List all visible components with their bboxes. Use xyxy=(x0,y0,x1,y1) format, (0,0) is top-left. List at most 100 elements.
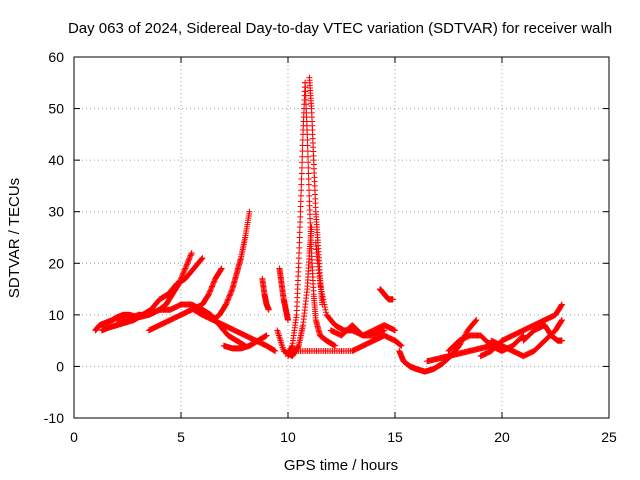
data-point xyxy=(218,266,225,273)
series-arc-4 xyxy=(145,265,225,334)
data-point xyxy=(295,343,302,350)
data-point xyxy=(297,213,304,220)
data-point xyxy=(285,317,291,324)
data-point xyxy=(306,187,313,194)
y-axis-label: SDTVAR / TECUs xyxy=(6,178,23,298)
series-arc-18 xyxy=(396,317,480,375)
data-point xyxy=(295,260,302,267)
data-point xyxy=(298,170,305,177)
data-point xyxy=(296,249,303,256)
data-point xyxy=(298,181,305,188)
data-point xyxy=(318,288,325,295)
data-point xyxy=(227,289,234,296)
data-point xyxy=(185,257,192,264)
data-point xyxy=(186,255,193,262)
data-point xyxy=(299,153,306,160)
data-point xyxy=(295,255,302,262)
data-point xyxy=(520,332,527,339)
data-point xyxy=(298,187,305,194)
data-point xyxy=(296,229,303,236)
data-point xyxy=(305,159,312,166)
data-point xyxy=(206,289,213,296)
data-point xyxy=(272,347,279,354)
data-point xyxy=(226,293,233,300)
y-tick-label: 60 xyxy=(48,49,64,65)
data-point xyxy=(183,261,190,268)
x-tick-label: 15 xyxy=(387,429,403,445)
data-point xyxy=(296,234,303,241)
series-arc-8 xyxy=(259,275,272,313)
data-point xyxy=(472,317,479,324)
data-point xyxy=(321,304,328,311)
data-point xyxy=(218,265,225,272)
x-tick-label: 0 xyxy=(70,429,78,445)
data-point xyxy=(298,176,305,183)
data-point xyxy=(322,309,329,316)
data-point xyxy=(304,148,311,155)
x-tick-label: 20 xyxy=(494,429,510,445)
data-point xyxy=(297,208,304,215)
series-arc-14 xyxy=(312,239,388,339)
y-tick-label: 10 xyxy=(48,307,64,323)
y-tick-label: -10 xyxy=(44,410,64,426)
data-point xyxy=(296,224,303,231)
data-point xyxy=(305,176,312,183)
data-point xyxy=(182,265,189,272)
data-point xyxy=(184,258,191,265)
data-point xyxy=(305,170,312,177)
data-point xyxy=(297,203,304,210)
data-point xyxy=(319,293,326,300)
data-point xyxy=(222,301,229,308)
data-point xyxy=(207,287,214,294)
data-point xyxy=(317,283,324,290)
data-point xyxy=(188,251,195,258)
data-point xyxy=(304,153,311,160)
data-point xyxy=(228,287,235,294)
data-point xyxy=(210,280,217,287)
series-arc-17 xyxy=(377,286,396,303)
y-tick-label: 50 xyxy=(48,101,64,117)
data-point xyxy=(224,298,231,305)
data-point xyxy=(389,296,396,303)
series-arc-5 xyxy=(210,208,253,324)
series-arc-15 xyxy=(285,332,405,354)
series-arc-7 xyxy=(220,332,270,352)
series-arc-9 xyxy=(276,265,291,324)
data-point xyxy=(183,262,190,269)
y-tick-label: 20 xyxy=(48,255,64,271)
data-point xyxy=(558,317,565,324)
data-point xyxy=(321,301,328,308)
data-point xyxy=(206,288,213,295)
data-point xyxy=(182,264,189,271)
y-tick-label: 40 xyxy=(48,152,64,168)
x-tick-label: 10 xyxy=(280,429,296,445)
data-point xyxy=(318,286,325,293)
data-point xyxy=(180,270,187,277)
data-point xyxy=(223,300,230,307)
data-point xyxy=(205,291,212,298)
data-point xyxy=(246,208,253,215)
series-arc-20 xyxy=(445,332,527,354)
data-point xyxy=(180,269,187,276)
data-point xyxy=(317,280,324,287)
data-point xyxy=(558,337,565,344)
data-point xyxy=(456,342,463,349)
data-point xyxy=(225,296,232,303)
data-point xyxy=(226,292,233,299)
data-point xyxy=(473,317,480,324)
data-point xyxy=(181,266,188,273)
data-point xyxy=(332,342,339,349)
data-point xyxy=(179,271,186,278)
series-arc-1 xyxy=(92,249,195,334)
data-point xyxy=(297,219,304,226)
data-point xyxy=(392,327,398,334)
data-points xyxy=(92,74,565,375)
series-arc-16 xyxy=(327,322,398,339)
data-point xyxy=(558,317,565,324)
series-arc-21 xyxy=(477,301,565,360)
data-point xyxy=(224,297,231,304)
data-point xyxy=(304,131,311,138)
data-point xyxy=(198,255,205,262)
grid-lines xyxy=(74,57,609,418)
